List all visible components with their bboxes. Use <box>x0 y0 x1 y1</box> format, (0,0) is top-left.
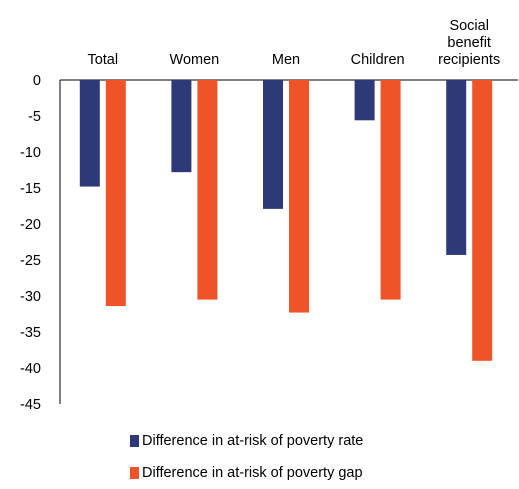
legend-swatch-gap <box>130 467 139 479</box>
bar-poverty-rate <box>446 80 467 255</box>
category-label: Women <box>170 52 220 68</box>
bar-poverty-gap <box>380 80 401 300</box>
bar-poverty-rate <box>263 80 283 209</box>
category-label: recipients <box>438 52 500 68</box>
bar-poverty-gap <box>105 80 126 307</box>
legend-swatch-rate <box>130 435 139 447</box>
y-tick-label: -35 <box>20 325 41 341</box>
y-tick-label: -20 <box>20 217 41 233</box>
bar-poverty-gap <box>289 80 309 313</box>
bar-poverty-gap <box>197 80 218 300</box>
legend-label-gap: Difference in at-risk of poverty gap <box>142 465 363 481</box>
y-tick-label: -5 <box>28 109 41 125</box>
category-label: benefit <box>447 35 491 51</box>
y-tick-label: -40 <box>20 361 41 377</box>
legend-item-rate: Difference in at-risk of poverty rate <box>130 430 510 452</box>
bars <box>79 80 493 361</box>
bar-chart: 0 -5 -10 -15 -20 -25 -30 -35 -40 -45 Total Women Me… <box>20 18 518 413</box>
y-tick-label: -25 <box>20 253 41 269</box>
legend-item-gap: Difference in at-risk of poverty gap <box>130 462 510 484</box>
y-tick-label: -30 <box>20 289 41 305</box>
category-labels: Total Women Men Children Socialbenefitrecipi… <box>87 18 500 68</box>
bar-poverty-rate <box>171 80 192 173</box>
category-label: Children <box>351 52 405 68</box>
y-tick-label: 0 <box>33 73 41 89</box>
y-tick-label: -45 <box>20 397 41 413</box>
y-tick-label: -10 <box>20 145 41 161</box>
category-label: Total <box>87 52 118 68</box>
y-tick-label: -15 <box>20 181 41 197</box>
bar-poverty-rate <box>79 80 100 187</box>
category-label: Social <box>449 18 489 34</box>
y-axis: 0 -5 -10 -15 -20 -25 -30 -35 -40 -45 <box>20 73 518 413</box>
bar-poverty-rate <box>354 80 375 121</box>
bar-poverty-gap <box>472 80 493 361</box>
category-label: Men <box>272 52 300 68</box>
legend-label-rate: Difference in at-risk of poverty rate <box>142 433 364 449</box>
